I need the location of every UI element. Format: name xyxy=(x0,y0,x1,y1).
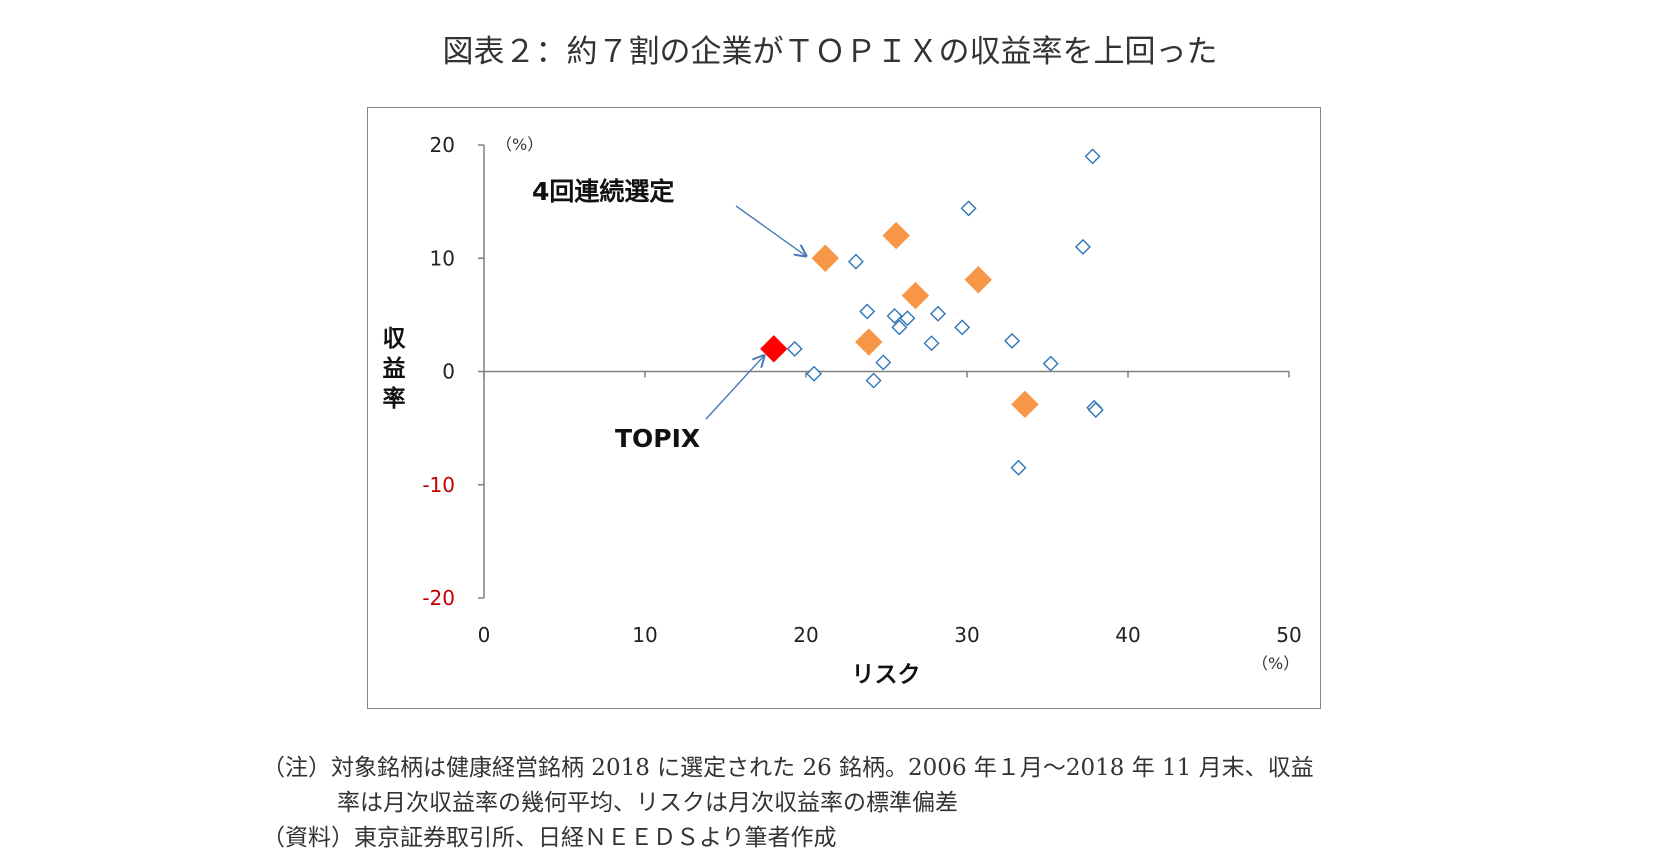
annotation-arrow xyxy=(705,356,764,420)
source-line: （資料）東京証券取引所、日経ＮＥＥＤＳより筆者作成 xyxy=(262,825,837,851)
data-point xyxy=(865,372,882,389)
x-unit-label: （%） xyxy=(1252,654,1299,673)
annotation-topix: TOPIX xyxy=(615,424,700,453)
selected-point xyxy=(811,244,840,272)
data-point xyxy=(891,319,908,336)
data-points xyxy=(760,148,1104,476)
data-point xyxy=(1084,148,1101,165)
selected-point xyxy=(1011,390,1039,419)
x-axis-label: リスク xyxy=(852,662,921,688)
y-unit-label: （%） xyxy=(496,135,543,154)
y-tick-label: 10 xyxy=(430,246,455,270)
annotations: 4回連続選定 TOPIX xyxy=(532,177,806,453)
data-point xyxy=(1074,238,1091,255)
x-tick-label: 50 xyxy=(1276,623,1301,647)
selected-point xyxy=(882,221,910,250)
data-point xyxy=(930,305,947,322)
y-tick-label: -20 xyxy=(422,586,455,610)
x-tick-label: 20 xyxy=(793,623,818,647)
y-tick-label: -10 xyxy=(422,473,455,497)
data-point xyxy=(1042,355,1059,372)
data-point xyxy=(923,335,940,352)
data-point xyxy=(1004,332,1021,349)
page-title: 図表２：約７割の企業がＴＯＰＩＸの収益率を上回った xyxy=(442,34,1218,70)
x-tick-label: 10 xyxy=(632,623,657,647)
topix-point xyxy=(760,335,788,363)
data-point xyxy=(960,200,977,217)
x-tick-label: 30 xyxy=(954,623,979,647)
data-point xyxy=(806,365,823,382)
selected-point xyxy=(901,281,930,310)
tick-labels: 20 10 0 -10 -20 0 10 20 30 40 50 xyxy=(422,133,1301,647)
data-point xyxy=(1087,402,1104,418)
axes xyxy=(478,144,1290,599)
note-line-2: 率は月次収益率の幾何平均、リスクは月次収益率の標準偏差 xyxy=(337,790,958,816)
data-point xyxy=(899,310,916,327)
y-tick-label: 0 xyxy=(442,360,455,384)
data-point xyxy=(1010,459,1027,476)
x-tick-label: 0 xyxy=(478,623,491,647)
y-axis-label: 収益率 xyxy=(383,326,407,412)
y-tick-label: 20 xyxy=(430,133,455,157)
data-point xyxy=(954,319,971,336)
note-line-1: （注）対象銘柄は健康経営銘柄 2018 に選定された 26 銘柄。2006 年１… xyxy=(262,755,1314,781)
x-tick-label: 40 xyxy=(1115,623,1140,647)
data-point xyxy=(859,303,876,320)
selected-point xyxy=(855,328,883,356)
data-point xyxy=(875,354,892,371)
selected-point xyxy=(964,266,992,294)
data-point xyxy=(886,308,903,324)
annotation-4-times-selected: 4回連続選定 xyxy=(532,177,674,206)
annotation-arrow xyxy=(735,205,806,256)
chart-frame xyxy=(367,107,1321,709)
data-point xyxy=(786,340,803,357)
data-point xyxy=(847,253,864,270)
